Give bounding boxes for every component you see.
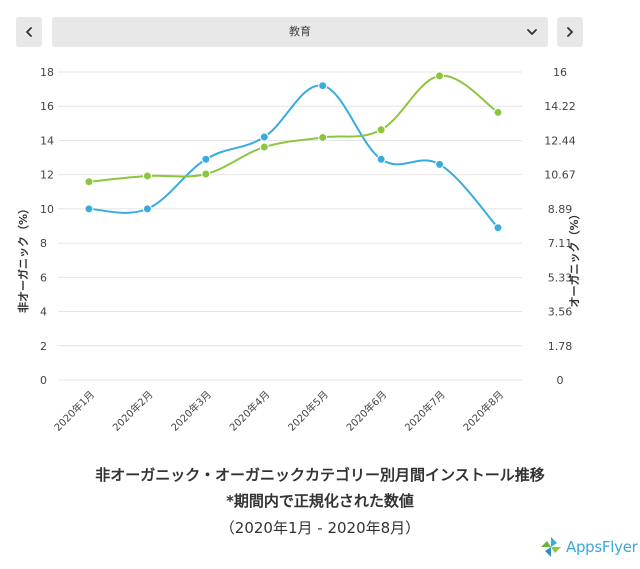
chart-title-block: 非オーガニック・オーガニックカテゴリー別月間インストール推移 *期間内で正規化さ… bbox=[0, 462, 640, 542]
x-tick-label: 2020年4月 bbox=[227, 388, 273, 434]
y-tick-label-right: 3.56 bbox=[548, 306, 573, 319]
data-point-non-organic bbox=[435, 159, 445, 169]
data-point-organic bbox=[259, 142, 269, 152]
appsflyer-logo: AppsFlyer bbox=[538, 534, 638, 560]
y-tick-label-right: 14.22 bbox=[544, 100, 576, 113]
install-trend-chart: 0 2 4 6 8 10 12 14 16 18 0 1.78 3.56 5.33 7.11 8.89 10.6… bbox=[16, 66, 581, 434]
data-point-non-organic bbox=[84, 204, 94, 214]
y-tick-label-left: 14 bbox=[40, 134, 54, 147]
x-tick-label: 2020年2月 bbox=[110, 388, 156, 434]
x-tick-label: 2020年8月 bbox=[460, 388, 506, 434]
y-tick-label-right: 8.89 bbox=[548, 203, 573, 216]
y-tick-label-left: 4 bbox=[40, 306, 47, 319]
y-tick-label-left: 10 bbox=[40, 203, 54, 216]
y-tick-label-right: 16 bbox=[553, 66, 567, 79]
y-tick-label-left: 18 bbox=[40, 66, 54, 79]
data-point-organic bbox=[84, 177, 94, 187]
data-point-organic bbox=[435, 71, 445, 81]
y-tick-label-right: 10.67 bbox=[544, 169, 576, 182]
data-point-non-organic bbox=[201, 154, 211, 164]
y-tick-label-left: 12 bbox=[40, 169, 54, 182]
y-tick-label-right: 0 bbox=[557, 374, 564, 387]
y-tick-label-left: 2 bbox=[40, 340, 47, 353]
appsflyer-logo-icon bbox=[541, 537, 561, 557]
data-point-organic bbox=[493, 107, 503, 117]
x-tick-label: 2020年1月 bbox=[51, 388, 97, 434]
y-tick-label-right: 7.11 bbox=[548, 237, 573, 250]
y-tick-label-left: 0 bbox=[40, 374, 47, 387]
next-category-button[interactable] bbox=[557, 17, 583, 47]
category-dropdown[interactable]: 教育 bbox=[52, 17, 548, 47]
data-point-non-organic bbox=[142, 204, 152, 214]
data-point-organic bbox=[142, 171, 152, 181]
chart-title: 非オーガニック・オーガニックカテゴリー別月間インストール推移 bbox=[95, 466, 545, 484]
x-tick-label: 2020年7月 bbox=[402, 388, 448, 434]
y-tick-label-left: 6 bbox=[40, 271, 47, 284]
data-point-non-organic bbox=[376, 154, 386, 164]
previous-category-button[interactable] bbox=[16, 17, 42, 47]
x-tick-label: 2020年3月 bbox=[168, 388, 214, 434]
chevron-left-icon bbox=[26, 27, 32, 37]
data-point-non-organic bbox=[493, 223, 503, 233]
y-axis-title-right: オーガニック（%） bbox=[567, 208, 581, 307]
appsflyer-logo-text: AppsFlyer bbox=[566, 538, 638, 556]
x-tick-label: 2020年5月 bbox=[285, 388, 331, 434]
data-point-organic bbox=[318, 132, 328, 142]
y-tick-label-right: 12.44 bbox=[544, 134, 576, 147]
y-tick-label-left: 8 bbox=[40, 237, 47, 250]
x-tick-label: 2020年6月 bbox=[343, 388, 389, 434]
y-tick-label-left: 16 bbox=[40, 100, 54, 113]
data-point-non-organic bbox=[318, 81, 328, 91]
y-axis-title-left: 非オーガニック（%） bbox=[16, 203, 30, 313]
y-tick-label-right: 5.33 bbox=[548, 271, 573, 284]
data-point-non-organic bbox=[259, 132, 269, 142]
chart-date-range: （2020年1月 - 2020年8月） bbox=[219, 519, 421, 537]
chart-subtitle: *期間内で正規化された数値 bbox=[226, 492, 414, 510]
data-point-organic bbox=[376, 125, 386, 135]
chevron-right-icon bbox=[567, 27, 573, 37]
category-dropdown-value: 教育 bbox=[289, 25, 311, 38]
y-tick-label-right: 1.78 bbox=[548, 340, 573, 353]
data-point-organic bbox=[201, 169, 211, 179]
chevron-down-icon bbox=[527, 29, 537, 35]
